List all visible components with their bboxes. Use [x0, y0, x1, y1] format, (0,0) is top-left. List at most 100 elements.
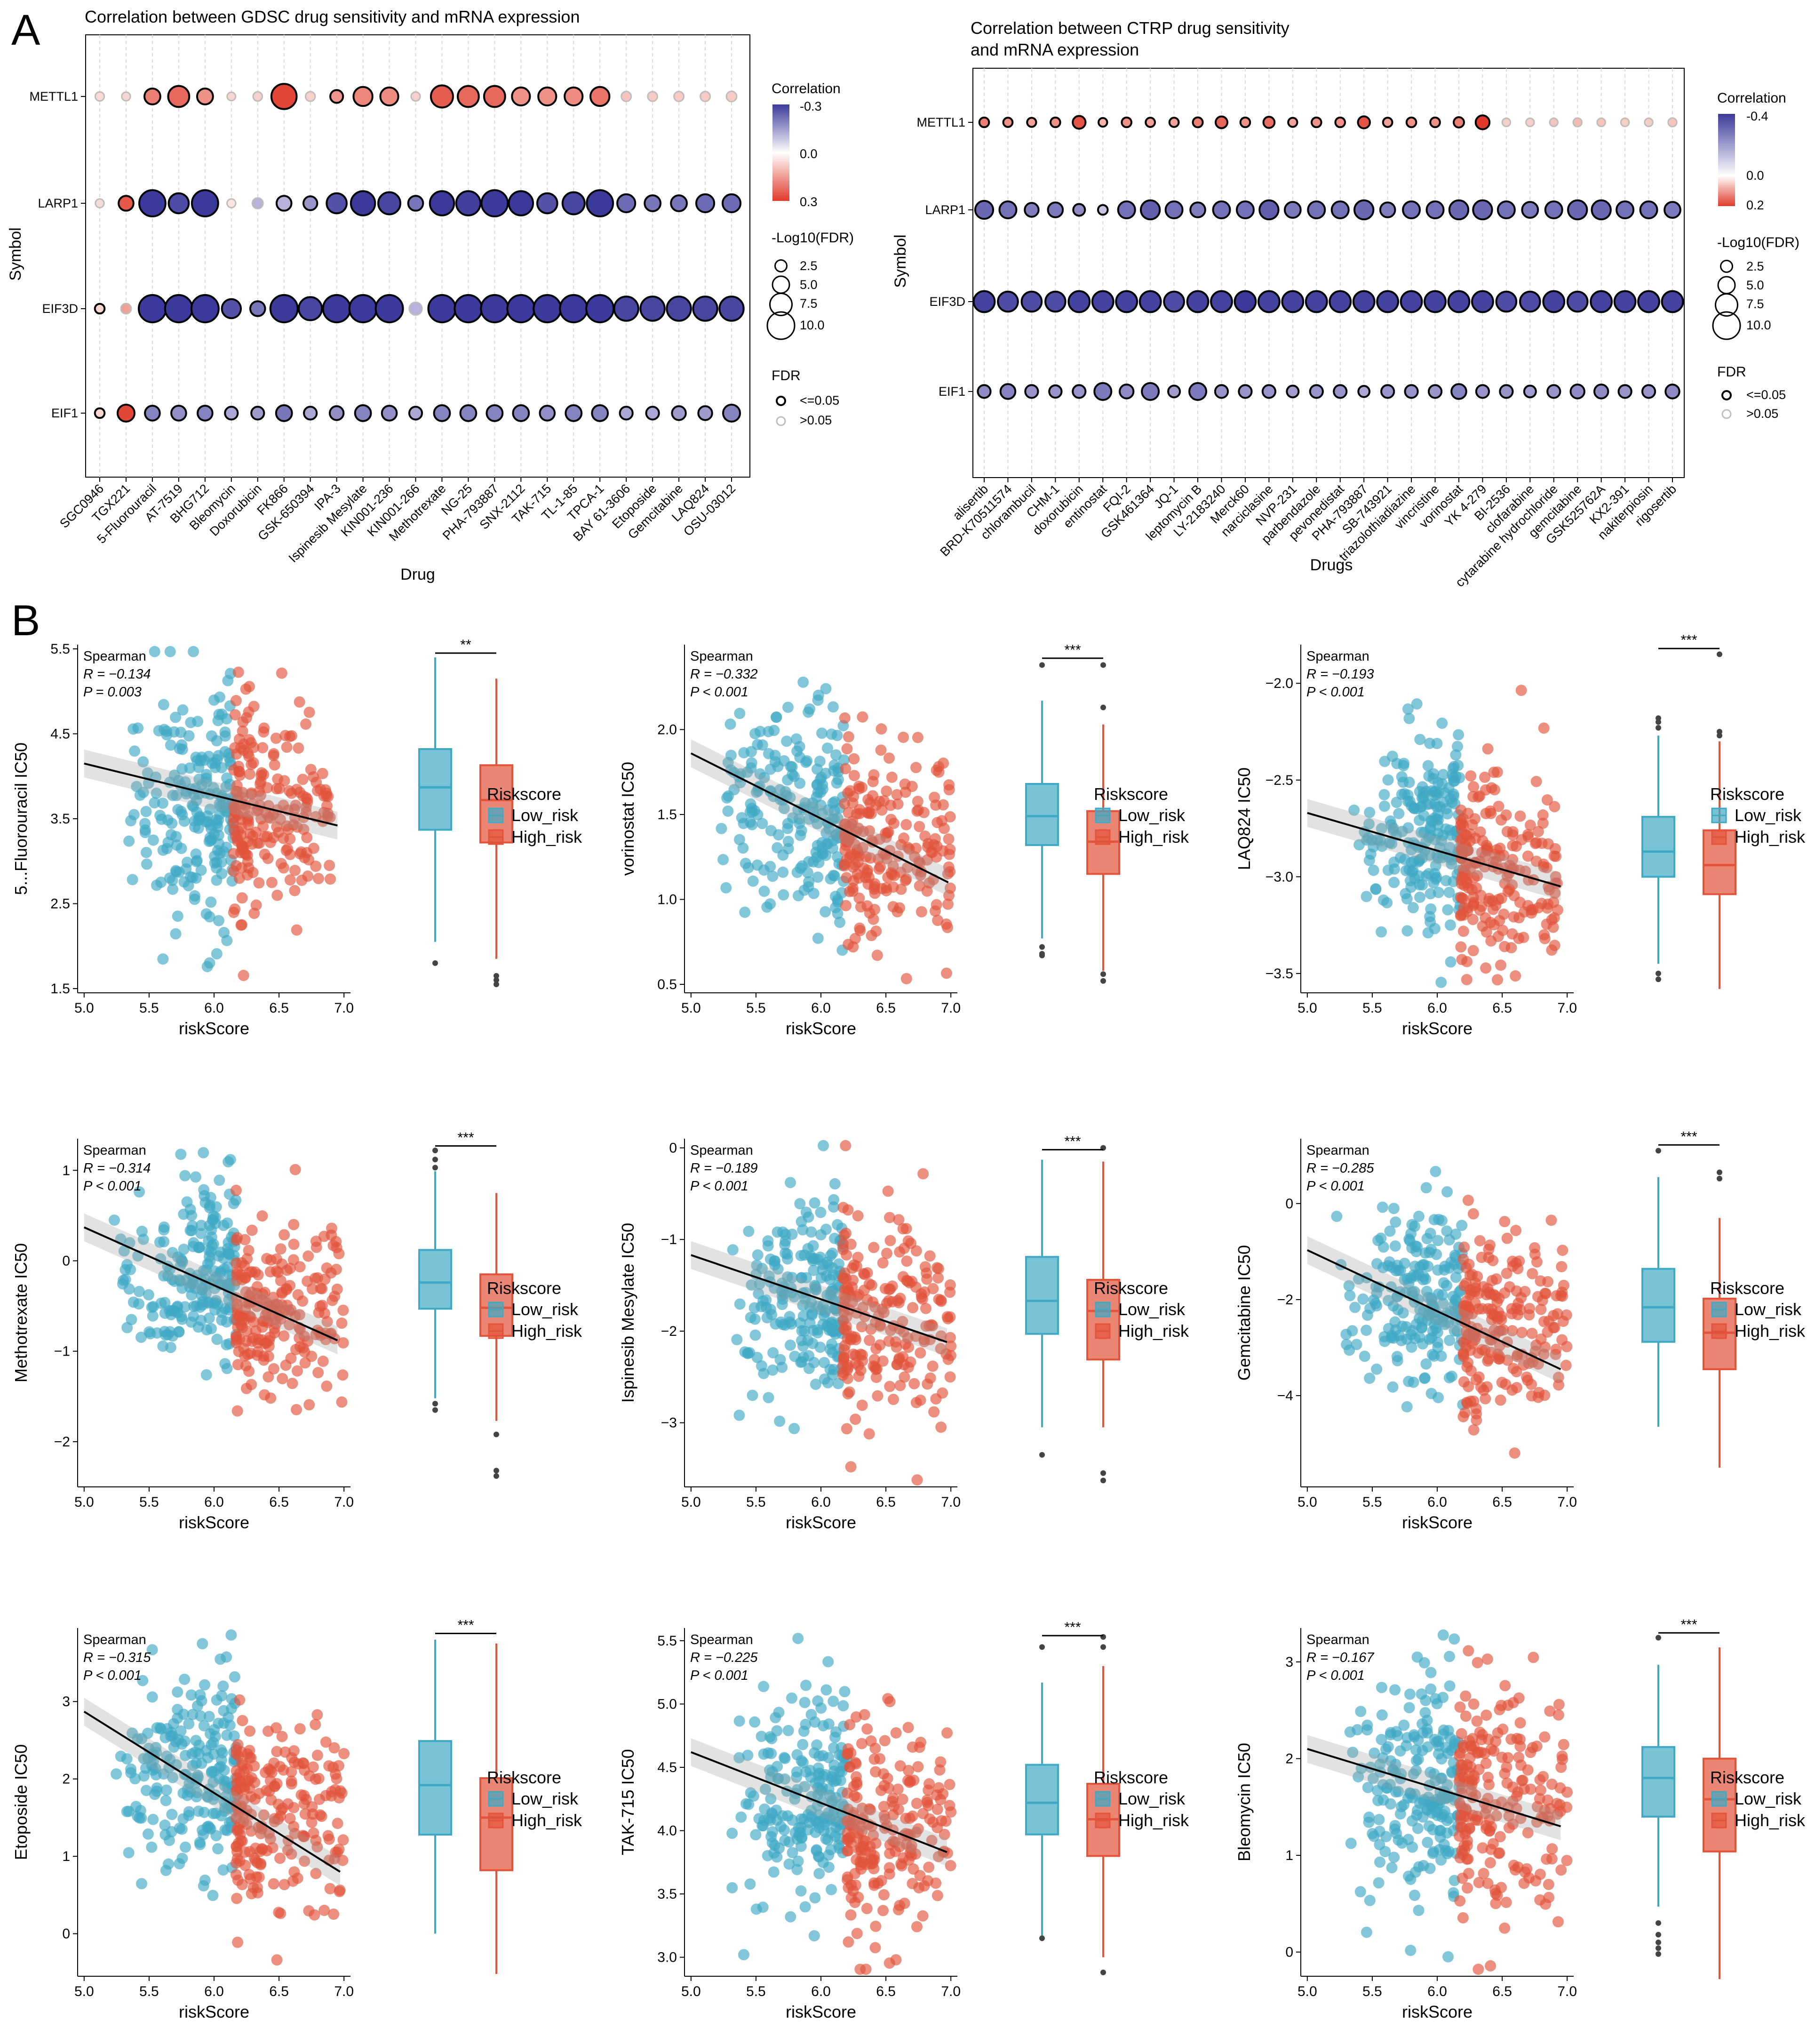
- ic50-vorinostat-point-low: [765, 825, 777, 837]
- ic50-laq824-point-low: [1399, 854, 1411, 865]
- ic50-tak-715-point-low: [768, 1866, 780, 1878]
- ic50-laq824-point-low: [1403, 712, 1415, 724]
- ic50-etoposide-point-high: [332, 1818, 343, 1829]
- ic50-etoposide-point-low: [125, 1763, 137, 1775]
- gdsc-dot-larp1-at-7519: [167, 192, 190, 215]
- ic50-gemcitabine-outlier-low: [1656, 1148, 1661, 1154]
- ic50-5-fluorouracil-point-low: [211, 735, 223, 747]
- ic50-5-fluorouracil-point-high: [312, 873, 324, 885]
- ic50-tak-715-x-label: riskScore: [786, 2002, 856, 2021]
- ic50-5-fluorouracil-point-low: [151, 787, 162, 799]
- ic50-gemcitabine-point-low: [1438, 1277, 1449, 1289]
- ic50-vorinostat-point-low: [811, 791, 822, 803]
- ic50-laq824-point-high: [1468, 781, 1480, 793]
- ic50-etoposide-point-high: [327, 1761, 339, 1773]
- ic50-tak-715-point-low: [839, 1686, 851, 1698]
- ic50-laq824-outlier-low: [1656, 725, 1661, 731]
- ic50-laq824-point-low: [1441, 808, 1453, 820]
- ic50-methotrexate-point-low: [209, 1211, 221, 1223]
- ic50-vorinostat-point-low: [770, 711, 782, 723]
- ic50-laq824-legend-title: Riskscore: [1710, 784, 1784, 804]
- gdsc-y-tick-label-larp1: LARP1: [38, 196, 78, 210]
- ic50-methotrexate-outlier-high: [494, 1473, 499, 1479]
- ic50-tak-715-point-low: [823, 1718, 835, 1730]
- ctrp-dot-mettl1-pevonedistat: [1334, 116, 1346, 128]
- ic50-laq824-point-low: [1432, 852, 1444, 864]
- ic50-5-fluorouracil-x-tick-label: 5.5: [139, 1000, 159, 1016]
- ic50-5-fluorouracil-point-low: [205, 896, 217, 908]
- ic50-ispinesib-mesylate-point-high: [850, 1413, 861, 1425]
- ic50-methotrexate-point-high: [312, 1367, 324, 1379]
- ic50-bleomycin-point-high: [1534, 1774, 1546, 1786]
- ic50-vorinostat-point-low: [807, 856, 819, 868]
- gdsc-dot-mettl1-doxorubicin: [252, 91, 263, 102]
- ic50-laq824-point-low: [1424, 737, 1436, 749]
- ic50-bleomycin-point-high: [1546, 1778, 1558, 1790]
- ic50-laq824-point-low: [1442, 904, 1454, 916]
- gdsc-dot-eif3d-snx-2112: [506, 294, 536, 323]
- gdsc-dot-eif1-etoposide: [645, 406, 660, 421]
- ctrp-corr-tick-1: -0.4: [1746, 109, 1768, 123]
- ic50-methotrexate-outlier-high: [494, 1431, 499, 1437]
- ic50-5-fluorouracil-point-high: [308, 771, 319, 782]
- ic50-methotrexate-point-high: [331, 1283, 343, 1295]
- ctrp-fdr-item-1: <=0.05: [1746, 388, 1786, 402]
- ic50-gemcitabine-point-low: [1359, 1350, 1370, 1362]
- ic50-etoposide-x-label: riskScore: [179, 2002, 249, 2021]
- ic50-etoposide-point-high: [286, 1778, 297, 1790]
- ic50-bleomycin-point-low: [1367, 1828, 1378, 1839]
- ic50-laq824-point-high: [1489, 784, 1501, 796]
- ic50-ispinesib-mesylate-point-low: [804, 1317, 816, 1329]
- ic50-vorinostat-point-low: [746, 819, 758, 830]
- ic50-ispinesib-mesylate-point-low: [810, 1378, 821, 1390]
- ic50-vorinostat-point-low: [738, 747, 750, 759]
- gdsc-dot-larp1-sgc0946: [95, 198, 105, 208]
- ic50-gemcitabine-point-low: [1387, 1381, 1399, 1393]
- ic50-bleomycin-point-low: [1389, 1684, 1401, 1696]
- ic50-laq824-point-high: [1456, 833, 1468, 845]
- gdsc-dot-mettl1-tl-1-85: [564, 86, 584, 107]
- ic50-vorinostat-point-high: [910, 762, 922, 774]
- ic50-gemcitabine-point-high: [1475, 1381, 1487, 1393]
- ic50-etoposide-point-low: [185, 1689, 197, 1701]
- ic50-bleomycin-point-low: [1389, 1823, 1401, 1835]
- ctrp-size-legend-circle: [1715, 293, 1738, 317]
- ic50-gemcitabine-point-low: [1409, 1221, 1420, 1232]
- ic50-ispinesib-mesylate-point-low: [798, 1249, 810, 1261]
- ic50-gemcitabine-x-tick-label: 7.0: [1557, 1494, 1577, 1510]
- ic50-etoposide-point-low: [160, 1795, 172, 1806]
- ic50-bleomycin-point-low: [1412, 1822, 1424, 1834]
- ic50-bleomycin-point-high: [1461, 1882, 1473, 1894]
- ic50-tak-715-legend-item-low-risk: Low_risk: [1118, 1789, 1186, 1808]
- ic50-5-fluorouracil-point-low: [134, 789, 146, 801]
- ic50-bleomycin-point-high: [1505, 1733, 1517, 1745]
- ic50-etoposide-point-high: [295, 1789, 307, 1801]
- ic50-bleomycin-point-high: [1481, 1653, 1493, 1665]
- ctrp-dot-larp1-merck60: [1235, 200, 1255, 219]
- ic50-etoposide-point-low: [215, 1744, 227, 1756]
- ic50-5-fluorouracil-point-high: [230, 695, 242, 707]
- ic50-ispinesib-mesylate-point-high: [928, 1406, 940, 1418]
- ic50-vorinostat-point-low: [814, 755, 826, 767]
- ic50-laq824-signif-label: ***: [1680, 632, 1697, 648]
- ic50-laq824-point-low: [1382, 774, 1394, 786]
- ic50-tak-715-point-low: [783, 1858, 795, 1870]
- ic50-5-fluorouracil-point-high: [246, 787, 257, 799]
- ic50-vorinostat-point-low: [721, 792, 733, 804]
- ic50-methotrexate-point-low: [203, 1251, 215, 1262]
- ic50-tak-715-point-high: [841, 1787, 853, 1799]
- ic50-vorinostat-point-high: [900, 819, 912, 830]
- ic50-etoposide-point-low: [163, 1835, 175, 1846]
- ctrp-dot-mettl1-entinostat: [1098, 117, 1108, 128]
- ic50-methotrexate-point-low: [221, 1363, 233, 1374]
- ctrp-dot-larp1-pha-793887: [1353, 199, 1375, 221]
- ic50-laq824-point-high: [1520, 865, 1531, 877]
- ic50-tak-715-point-low: [792, 1633, 804, 1645]
- ctrp-dot-mettl1-vorinostat: [1453, 116, 1465, 128]
- ic50-bleomycin-point-high: [1473, 1964, 1484, 1975]
- ic50-etoposide-box-low: [418, 1740, 452, 1836]
- ic50-vorinostat-point-low: [733, 834, 745, 846]
- ic50-gemcitabine-point-low: [1432, 1326, 1443, 1338]
- ic50-laq824-point-low: [1386, 838, 1398, 850]
- ic50-vorinostat-point-low: [716, 822, 727, 834]
